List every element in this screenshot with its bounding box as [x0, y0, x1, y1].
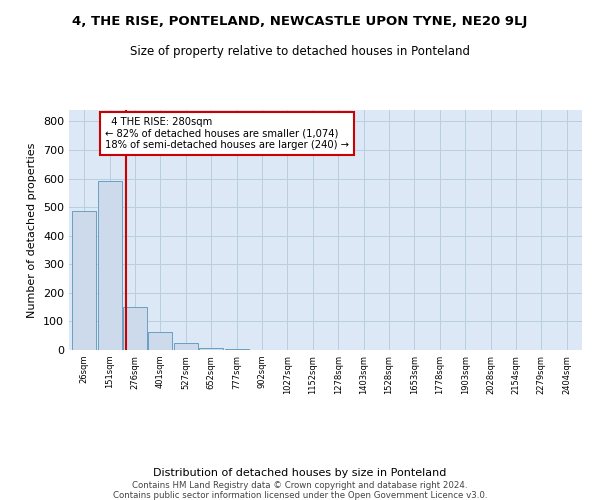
- Bar: [199, 348, 223, 350]
- Text: Distribution of detached houses by size in Ponteland: Distribution of detached houses by size …: [154, 468, 446, 477]
- Text: 4 THE RISE: 280sqm
← 82% of detached houses are smaller (1,074)
18% of semi-deta: 4 THE RISE: 280sqm ← 82% of detached hou…: [105, 117, 349, 150]
- Bar: [224, 349, 248, 350]
- Bar: [123, 307, 147, 350]
- Text: 4, THE RISE, PONTELAND, NEWCASTLE UPON TYNE, NE20 9LJ: 4, THE RISE, PONTELAND, NEWCASTLE UPON T…: [73, 15, 527, 28]
- Bar: [174, 343, 198, 350]
- Text: Contains public sector information licensed under the Open Government Licence v3: Contains public sector information licen…: [113, 491, 487, 500]
- Bar: [98, 182, 122, 350]
- Bar: [148, 332, 172, 350]
- Bar: [72, 212, 97, 350]
- Text: Size of property relative to detached houses in Ponteland: Size of property relative to detached ho…: [130, 45, 470, 58]
- Y-axis label: Number of detached properties: Number of detached properties: [28, 142, 37, 318]
- Text: Contains HM Land Registry data © Crown copyright and database right 2024.: Contains HM Land Registry data © Crown c…: [132, 481, 468, 490]
